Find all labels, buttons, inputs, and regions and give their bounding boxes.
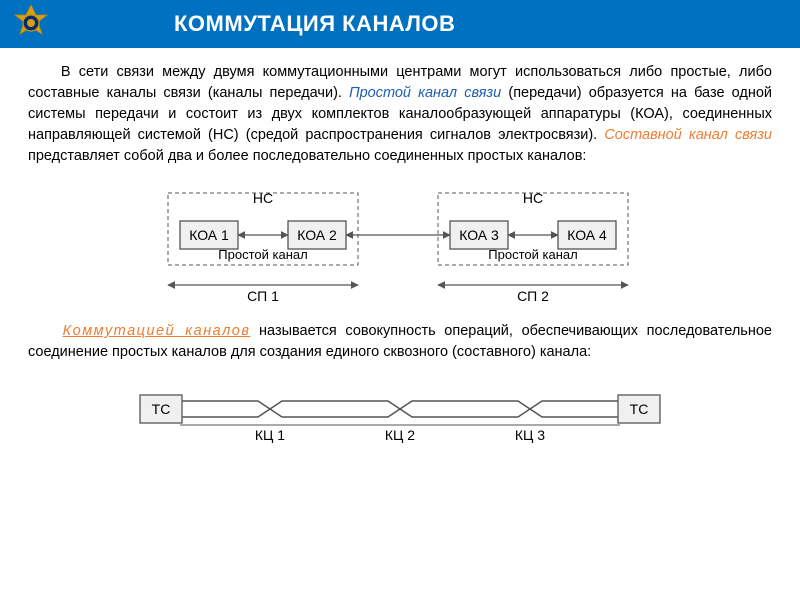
svg-text:КОА 3: КОА 3 (459, 227, 499, 243)
svg-text:НС: НС (253, 190, 273, 206)
paragraph-1: В сети связи между двумя коммутационными… (28, 62, 772, 167)
term-simple-channel: Простой канал связи (342, 85, 508, 101)
svg-text:ТС: ТС (630, 401, 649, 417)
svg-text:КОА 4: КОА 4 (567, 227, 607, 243)
svg-text:СП 1: СП 1 (247, 288, 279, 304)
diagram-switching: ТС ТС КЦ 1 КЦ 2 КЦ 3 (28, 377, 772, 445)
svg-text:КЦ 3: КЦ 3 (515, 427, 545, 443)
term-composite-channel: Составной канал связи (597, 127, 772, 143)
svg-text:КЦ 2: КЦ 2 (385, 427, 415, 443)
svg-text:НС: НС (523, 190, 543, 206)
page-title: КОММУТАЦИЯ КАНАЛОВ (174, 11, 455, 37)
emblem-icon (10, 3, 52, 45)
svg-text:КОА 1: КОА 1 (189, 227, 229, 243)
term-switching: Коммутацией каналов (63, 323, 251, 339)
svg-text:ТС: ТС (152, 401, 171, 417)
svg-text:КЦ 1: КЦ 1 (255, 427, 285, 443)
svg-text:КОА 2: КОА 2 (297, 227, 337, 243)
para1-post: представляет собой два и более последова… (28, 148, 586, 164)
diagram-simple-channels: Простой каналПростой каналКОА 1КОА 2КОА … (28, 181, 772, 311)
content-area: В сети связи между двумя коммутационными… (0, 48, 800, 463)
paragraph-2: Коммутацией каналов называется совокупно… (28, 321, 772, 363)
svg-text:СП 2: СП 2 (517, 288, 549, 304)
header: КОММУТАЦИЯ КАНАЛОВ (0, 0, 800, 48)
